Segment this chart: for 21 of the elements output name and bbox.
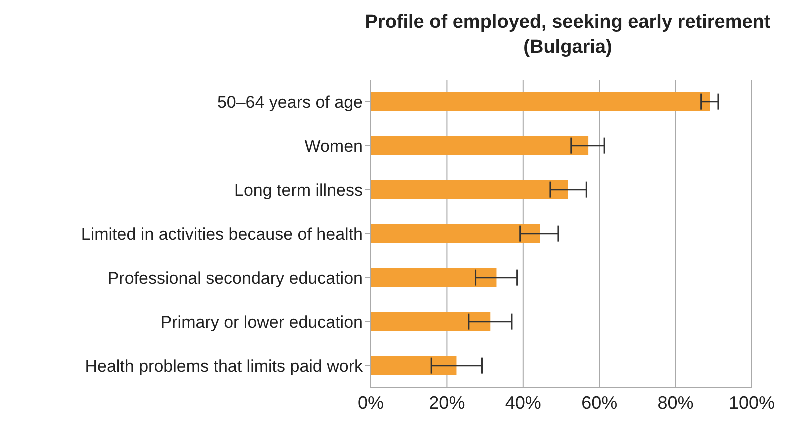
x-tick-label: 80% — [658, 392, 694, 413]
x-tick-label: 20% — [429, 392, 466, 413]
bar — [371, 268, 497, 288]
bar — [371, 180, 568, 200]
bar — [371, 224, 540, 244]
y-tick-label: 50–64 years of age — [217, 93, 363, 112]
y-tick-label: Women — [304, 137, 363, 156]
x-tick-label: 100% — [728, 392, 776, 413]
y-tick-label: Professional secondary education — [108, 269, 363, 288]
x-tick-label: 0% — [358, 392, 384, 413]
x-tick-label: 40% — [505, 392, 542, 413]
bar — [371, 136, 589, 156]
y-tick-label: Health problems that limits paid work — [85, 357, 364, 376]
y-tick-label: Long term illness — [234, 181, 363, 200]
y-tick-label: Primary or lower education — [160, 313, 363, 332]
y-tick-label: Limited in activities because of health — [81, 225, 363, 244]
bar — [371, 92, 710, 112]
bar — [371, 312, 491, 332]
x-tick-label: 60% — [582, 392, 618, 413]
chart-title: Profile of employed, seeking early retirement (Bulgaria) — [364, 11, 772, 60]
bar — [371, 356, 457, 376]
